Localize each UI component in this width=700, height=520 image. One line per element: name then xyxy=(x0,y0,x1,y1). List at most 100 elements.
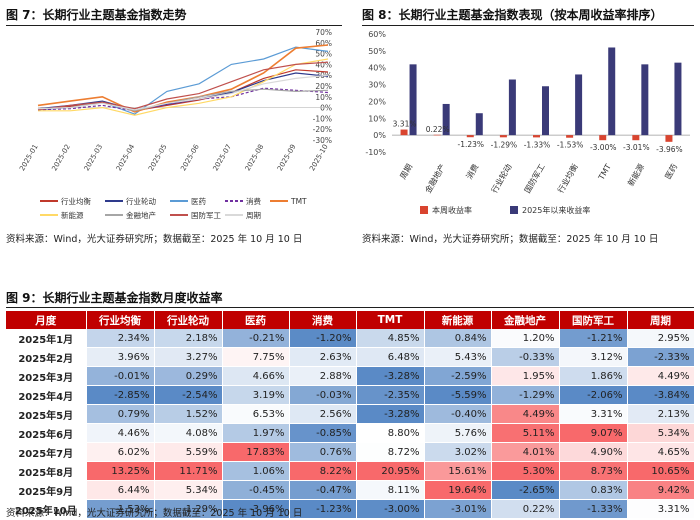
table-value-cell: -2.54% xyxy=(154,385,223,405)
fig8-category-label: TMT xyxy=(596,162,613,182)
fig7-xtick-label: 2025-02 xyxy=(50,143,72,172)
table-row: 2025年8月 13.25% 11.71% 1.06% 8.22% 20.95% 15.61… xyxy=(6,461,695,481)
fig7-title-rule xyxy=(6,25,342,26)
fig9-heatmap-table: 月度 行业均衡 行业轮动 医药 消费 TMT 新能源 金融地产 国防军工 周期 2025年1月 2.… xyxy=(6,311,695,519)
fig9-title-rule xyxy=(6,307,694,308)
table-month-cell: 2025年4月 xyxy=(6,385,87,405)
table-value-cell: -1.29% xyxy=(154,499,223,519)
table-month-cell: 2025年6月 xyxy=(6,423,87,443)
fig8-week-bar xyxy=(433,134,441,136)
table-value-cell: 5.43% xyxy=(424,347,492,367)
table-value-cell: -0.85% xyxy=(289,423,357,443)
fig8-legend-label: 2025年以来收益率 xyxy=(522,205,590,215)
fig7-series-line xyxy=(37,74,329,111)
fig8-ytd-bar xyxy=(575,74,583,136)
table-month-cell: 2025年2月 xyxy=(6,347,87,367)
table-value-cell: 4.49% xyxy=(491,404,560,424)
table-value-cell: -2.59% xyxy=(424,366,492,386)
table-value-cell: 4.90% xyxy=(559,442,628,462)
table-value-cell: -3.28% xyxy=(356,404,425,424)
fig8-ytd-bar xyxy=(542,86,549,136)
table-column-header: 月度 xyxy=(6,311,87,329)
table-month-cell: 2025年9月 xyxy=(6,480,87,500)
fig8-legend-swatch xyxy=(510,206,518,214)
fig8-category-label: 新能源 xyxy=(625,162,646,188)
table-value-cell: 8.11% xyxy=(356,480,425,500)
table-value-cell: 3.31% xyxy=(627,499,695,519)
table-value-cell: -1.21% xyxy=(559,329,628,348)
table-value-cell: 8.80% xyxy=(356,423,425,443)
fig8-ytd-bar xyxy=(409,64,417,136)
table-value-cell: 20.95% xyxy=(356,461,425,481)
table-value-cell: -3.96% xyxy=(222,499,290,519)
fig8-ytick-label: 50% xyxy=(368,47,386,56)
table-value-cell: -2.85% xyxy=(86,385,155,405)
table-row: 2025年2月 3.96% 3.27% 7.75% 2.63% 6.48% 5.43% -0.… xyxy=(6,347,695,367)
fig8-week-bar xyxy=(533,135,540,138)
fig8-week-label: -3.01% xyxy=(623,143,650,152)
table-value-cell: -0.33% xyxy=(491,347,560,367)
fig7-xtick-label: 2025-03 xyxy=(83,143,105,172)
fig8-ytd-bar xyxy=(674,62,682,136)
table-month-cell: 2025年3月 xyxy=(6,366,87,386)
table-value-cell: 9.42% xyxy=(627,480,695,500)
table-value-cell: 6.53% xyxy=(222,404,290,424)
fig8-ytd-bar xyxy=(442,103,450,136)
table-value-cell: -3.01% xyxy=(424,499,492,519)
table-value-cell: -0.40% xyxy=(424,404,492,424)
table-month-cell: 2025年1月 xyxy=(6,329,87,348)
fig7-line-chart: -30%-20%-10%0%10%20%30%40%50%60%70%2025-… xyxy=(18,28,332,220)
table-value-cell: 4.85% xyxy=(356,329,425,348)
fig8-ytick-label: 60% xyxy=(368,30,386,39)
table-value-cell: 15.61% xyxy=(424,461,492,481)
fig7-ytick-label: -20% xyxy=(313,125,332,134)
table-value-cell: -3.28% xyxy=(356,366,425,386)
fig7-series-line xyxy=(37,61,329,111)
table-value-cell: 11.71% xyxy=(154,461,223,481)
table-row: 2025年1月 2.34% 2.18% -0.21% -1.20% 4.85% 0.84% 1… xyxy=(6,329,695,348)
table-row: 2025年9月 6.44% 5.34% -0.45% -0.47% 8.11% 19.64%… xyxy=(6,480,695,500)
table-value-cell: 3.96% xyxy=(86,347,155,367)
table-column-header: 国防军工 xyxy=(559,311,628,329)
fig7-xtick-label: 2025-04 xyxy=(115,143,137,173)
fig7-ytick-label: 10% xyxy=(315,93,332,102)
table-month-cell: 2025年5月 xyxy=(6,404,87,424)
fig8-ytd-bar xyxy=(475,113,483,136)
table-row: 2025年7月 6.02% 5.59% 17.83% 0.76% 8.72% 3.02% 4.… xyxy=(6,442,695,462)
table-value-cell: -3.00% xyxy=(356,499,425,519)
fig8-category-label: 国防军工 xyxy=(522,162,547,195)
fig7-legend-label: 行业轮动 xyxy=(126,196,156,206)
fig8-week-label: 0.22% xyxy=(426,125,450,134)
table-value-cell: 6.02% xyxy=(86,442,155,462)
fig8-title-rule xyxy=(362,25,694,26)
table-row: 2025年6月 4.46% 4.08% 1.97% -0.85% 8.80% 5.76% 5.… xyxy=(6,423,695,443)
fig7-title: 图 7：长期行业主题基金指数走势 xyxy=(6,8,187,22)
fig8-week-label: -1.23% xyxy=(458,140,485,149)
table-value-cell: 3.27% xyxy=(154,347,223,367)
fig7-source: 资料来源：Wind，光大证券研究所；数据截至：2025 年 10 月 10 日 xyxy=(6,234,303,245)
table-value-cell: 4.08% xyxy=(154,423,223,443)
fig8-ytick-label: 0% xyxy=(373,131,386,140)
table-value-cell: -2.33% xyxy=(627,347,695,367)
fig7-ytick-label: 70% xyxy=(315,28,332,37)
table-value-cell: 0.79% xyxy=(86,404,155,424)
table-value-cell: -2.06% xyxy=(559,385,628,405)
fig8-week-bar xyxy=(665,135,673,142)
fig8-ytd-bar xyxy=(641,64,649,136)
fig7-xtick-label: 2025-06 xyxy=(179,143,201,173)
fig8-source: 资料来源：Wind，光大证券研究所；数据截至：2025 年 10 月 10 日 xyxy=(362,234,659,245)
table-value-cell: 7.75% xyxy=(222,347,290,367)
fig8-title: 图 8：长期行业主题基金指数表现（按本周收益率排序） xyxy=(362,8,663,22)
table-value-cell: -2.65% xyxy=(491,480,560,500)
fig8-week-bar xyxy=(599,135,607,141)
table-value-cell: -5.59% xyxy=(424,385,492,405)
table-value-cell: -1.53% xyxy=(86,499,155,519)
table-value-cell: 4.49% xyxy=(627,366,695,386)
fig7-xtick-label: 2025-08 xyxy=(244,143,266,172)
fig7-legend-label: 消费 xyxy=(246,196,261,206)
table-value-cell: 2.18% xyxy=(154,329,223,348)
table-value-cell: 17.83% xyxy=(222,442,290,462)
fig8-ytick-label: -10% xyxy=(365,148,386,157)
table-month-cell: 2025年8月 xyxy=(6,461,87,481)
table-value-cell: 1.20% xyxy=(491,329,560,348)
